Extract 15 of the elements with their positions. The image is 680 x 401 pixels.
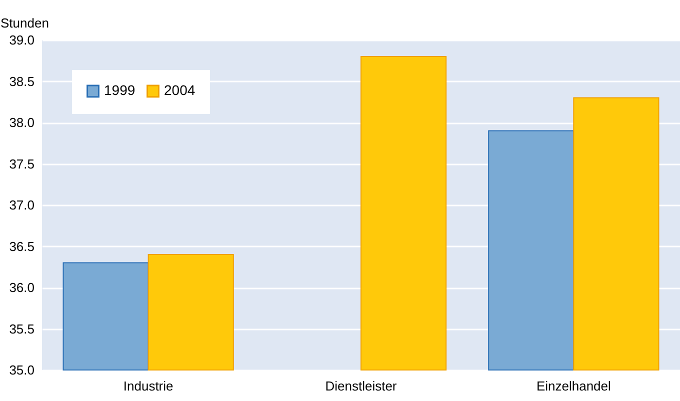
x-tick-label: Industrie	[123, 378, 174, 394]
legend-label: 1999	[104, 82, 136, 98]
x-tick-label: Dienstleister	[325, 378, 398, 394]
y-tick-label: 36.5	[9, 238, 34, 254]
legend-label: 2004	[164, 82, 196, 98]
y-tick-label: 38.0	[9, 115, 34, 130]
y-tick-label: 37.5	[9, 156, 34, 172]
y-tick-label: 38.5	[9, 74, 34, 89]
y-tick-label: 36.0	[9, 280, 34, 295]
y-tick-label: 37.0	[9, 198, 34, 212]
y-tick-label: 35.5	[9, 321, 34, 336]
x-tick-label: Einzelhandel	[536, 378, 611, 394]
y-tick-label: 35.0	[9, 362, 34, 378]
y-tick-label: 39.0	[9, 32, 34, 48]
y-axis-title: Stunden	[0, 16, 49, 30]
